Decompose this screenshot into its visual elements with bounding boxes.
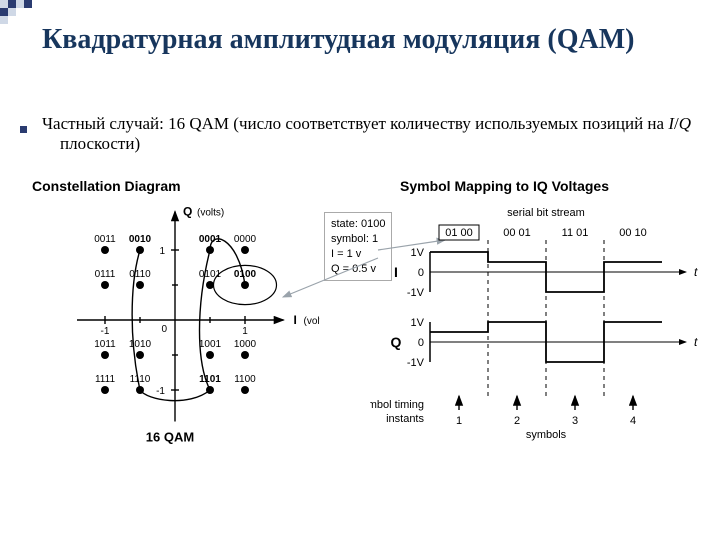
timing-diagram: serial bit stream 01 00 00 01 11 01 00 10 1V 0… bbox=[370, 200, 700, 460]
svg-text:1100: 1100 bbox=[234, 374, 256, 385]
slide-deco-corner bbox=[0, 0, 36, 28]
svg-text:1110: 1110 bbox=[130, 374, 151, 385]
svg-text:1: 1 bbox=[242, 326, 248, 337]
svg-text:01 00: 01 00 bbox=[445, 227, 473, 239]
svg-text:00 10: 00 10 bbox=[619, 227, 647, 239]
constellation-diagram: -1 1 1 -1 0 I (volts) Q (volts) 16 QAM 0011 0010 000… bbox=[30, 200, 320, 460]
svg-text:0011: 0011 bbox=[94, 234, 116, 245]
svg-text:1101: 1101 bbox=[199, 374, 221, 385]
svg-text:-1V: -1V bbox=[407, 287, 425, 299]
svg-text:3: 3 bbox=[572, 415, 578, 427]
svg-text:symbols: symbols bbox=[526, 429, 567, 441]
svg-text:4: 4 bbox=[630, 415, 636, 427]
subtitle-suffix: плоскости) bbox=[60, 134, 140, 153]
svg-text:1V: 1V bbox=[411, 317, 425, 329]
svg-text:16 QAM: 16 QAM bbox=[146, 430, 194, 445]
svg-text:1V: 1V bbox=[411, 247, 425, 259]
subtitle-q: Q bbox=[679, 114, 691, 133]
constellation-title: Constellation Diagram bbox=[32, 178, 181, 194]
svg-text:0: 0 bbox=[418, 267, 424, 279]
svg-text:1011: 1011 bbox=[94, 339, 116, 350]
svg-text:(volts): (volts) bbox=[304, 316, 321, 327]
svg-text:I: I bbox=[294, 313, 297, 327]
svg-text:1010: 1010 bbox=[129, 339, 152, 350]
timing-title: Symbol Mapping to IQ Voltages bbox=[400, 178, 609, 194]
svg-text:(volts): (volts) bbox=[197, 208, 224, 219]
svg-text:1000: 1000 bbox=[234, 339, 257, 350]
svg-text:0000: 0000 bbox=[234, 234, 257, 245]
svg-text:0110: 0110 bbox=[129, 269, 151, 280]
svg-text:1001: 1001 bbox=[199, 339, 222, 350]
subtitle-text: Частный случай: 16 QAM (число соответств… bbox=[42, 114, 700, 154]
svg-text:1: 1 bbox=[159, 246, 165, 257]
svg-text:Q: Q bbox=[183, 205, 192, 219]
svg-text:1111: 1111 bbox=[95, 374, 115, 385]
svg-text:-1: -1 bbox=[156, 386, 165, 397]
svg-text:0: 0 bbox=[418, 337, 424, 349]
svg-text:serial bit stream: serial bit stream bbox=[507, 207, 585, 219]
svg-text:0010: 0010 bbox=[129, 234, 152, 245]
svg-text:0111: 0111 bbox=[95, 269, 116, 280]
svg-text:1: 1 bbox=[456, 415, 462, 427]
bullet-icon bbox=[20, 126, 27, 133]
svg-text:-1: -1 bbox=[101, 326, 110, 337]
svg-text:0: 0 bbox=[161, 324, 167, 335]
svg-text:00 01: 00 01 bbox=[503, 227, 531, 239]
svg-text:11 01: 11 01 bbox=[562, 227, 589, 239]
svg-text:0100: 0100 bbox=[234, 269, 257, 280]
svg-text:instants: instants bbox=[386, 413, 424, 425]
svg-text:-1V: -1V bbox=[407, 357, 425, 369]
svg-text:I: I bbox=[394, 264, 398, 280]
page-title: Квадратурная амплитудная модуляция (QAM) bbox=[42, 24, 682, 56]
svg-text:symbol timing: symbol timing bbox=[370, 399, 424, 411]
svg-text:t: t bbox=[694, 335, 698, 349]
subtitle-prefix: Частный случай: 16 QAM (число соответств… bbox=[42, 114, 668, 133]
svg-text:0001: 0001 bbox=[199, 234, 222, 245]
svg-text:t: t bbox=[694, 265, 698, 279]
svg-text:2: 2 bbox=[514, 415, 520, 427]
svg-text:Q: Q bbox=[391, 334, 402, 350]
